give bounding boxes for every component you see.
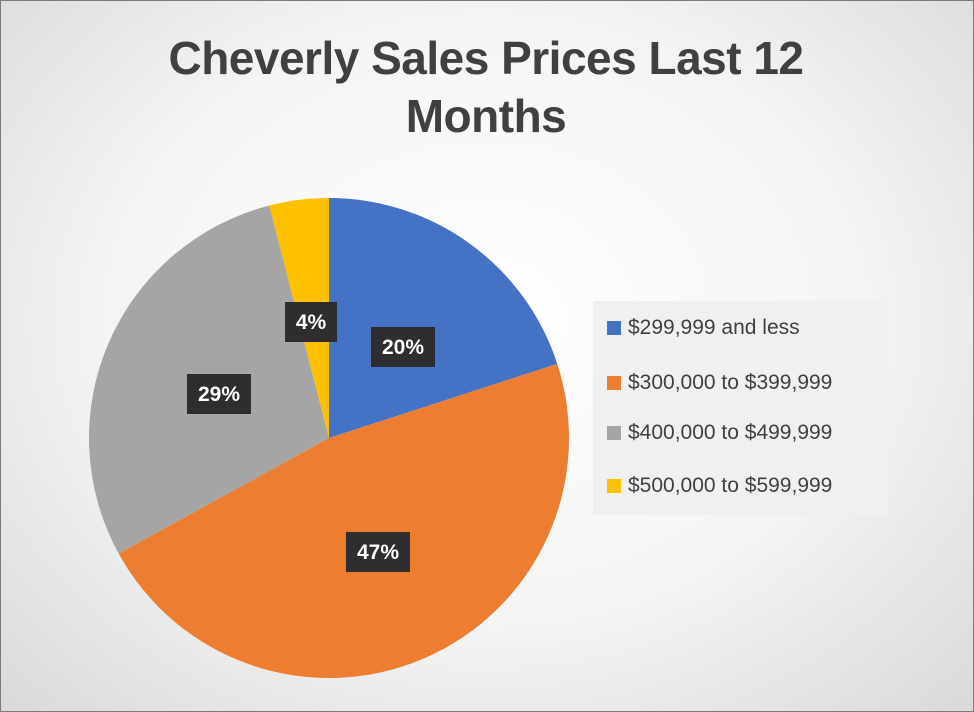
legend-item: $500,000 to $599,999 (607, 471, 832, 501)
data-label-3: 29% (187, 374, 251, 414)
slice-300000-to-399999 (118, 363, 570, 679)
data-label-text: 47% (357, 541, 399, 564)
slice-299999-and-less (329, 198, 558, 438)
legend-swatch (607, 479, 621, 493)
legend-swatch (607, 376, 621, 390)
legend-swatch (607, 321, 621, 335)
legend-label: $300,000 to $399,999 (628, 371, 833, 394)
legend-label: $500,000 to $599,999 (628, 474, 833, 497)
legend-item: $300,000 to $399,999 (607, 368, 832, 398)
data-label-4: 4% (285, 302, 337, 342)
data-label-text: 4% (296, 311, 327, 334)
legend-item: $400,000 to $499,999 (607, 418, 832, 448)
legend-label: $400,000 to $499,999 (628, 421, 833, 444)
legend-label: $299,999 and less (628, 316, 800, 339)
legend-item: $299,999 and less (607, 313, 800, 343)
chart-legend: $299,999 and less $300,000 to $399,999 $40… (593, 301, 887, 515)
chart-title: Cheverly Sales Prices Last 12 Months (168, 32, 804, 142)
data-label-text: 20% (382, 336, 424, 359)
data-label-2: 47% (346, 532, 410, 572)
legend-swatch (607, 426, 621, 440)
data-label-1: 20% (371, 327, 435, 367)
data-label-text: 29% (198, 383, 240, 406)
